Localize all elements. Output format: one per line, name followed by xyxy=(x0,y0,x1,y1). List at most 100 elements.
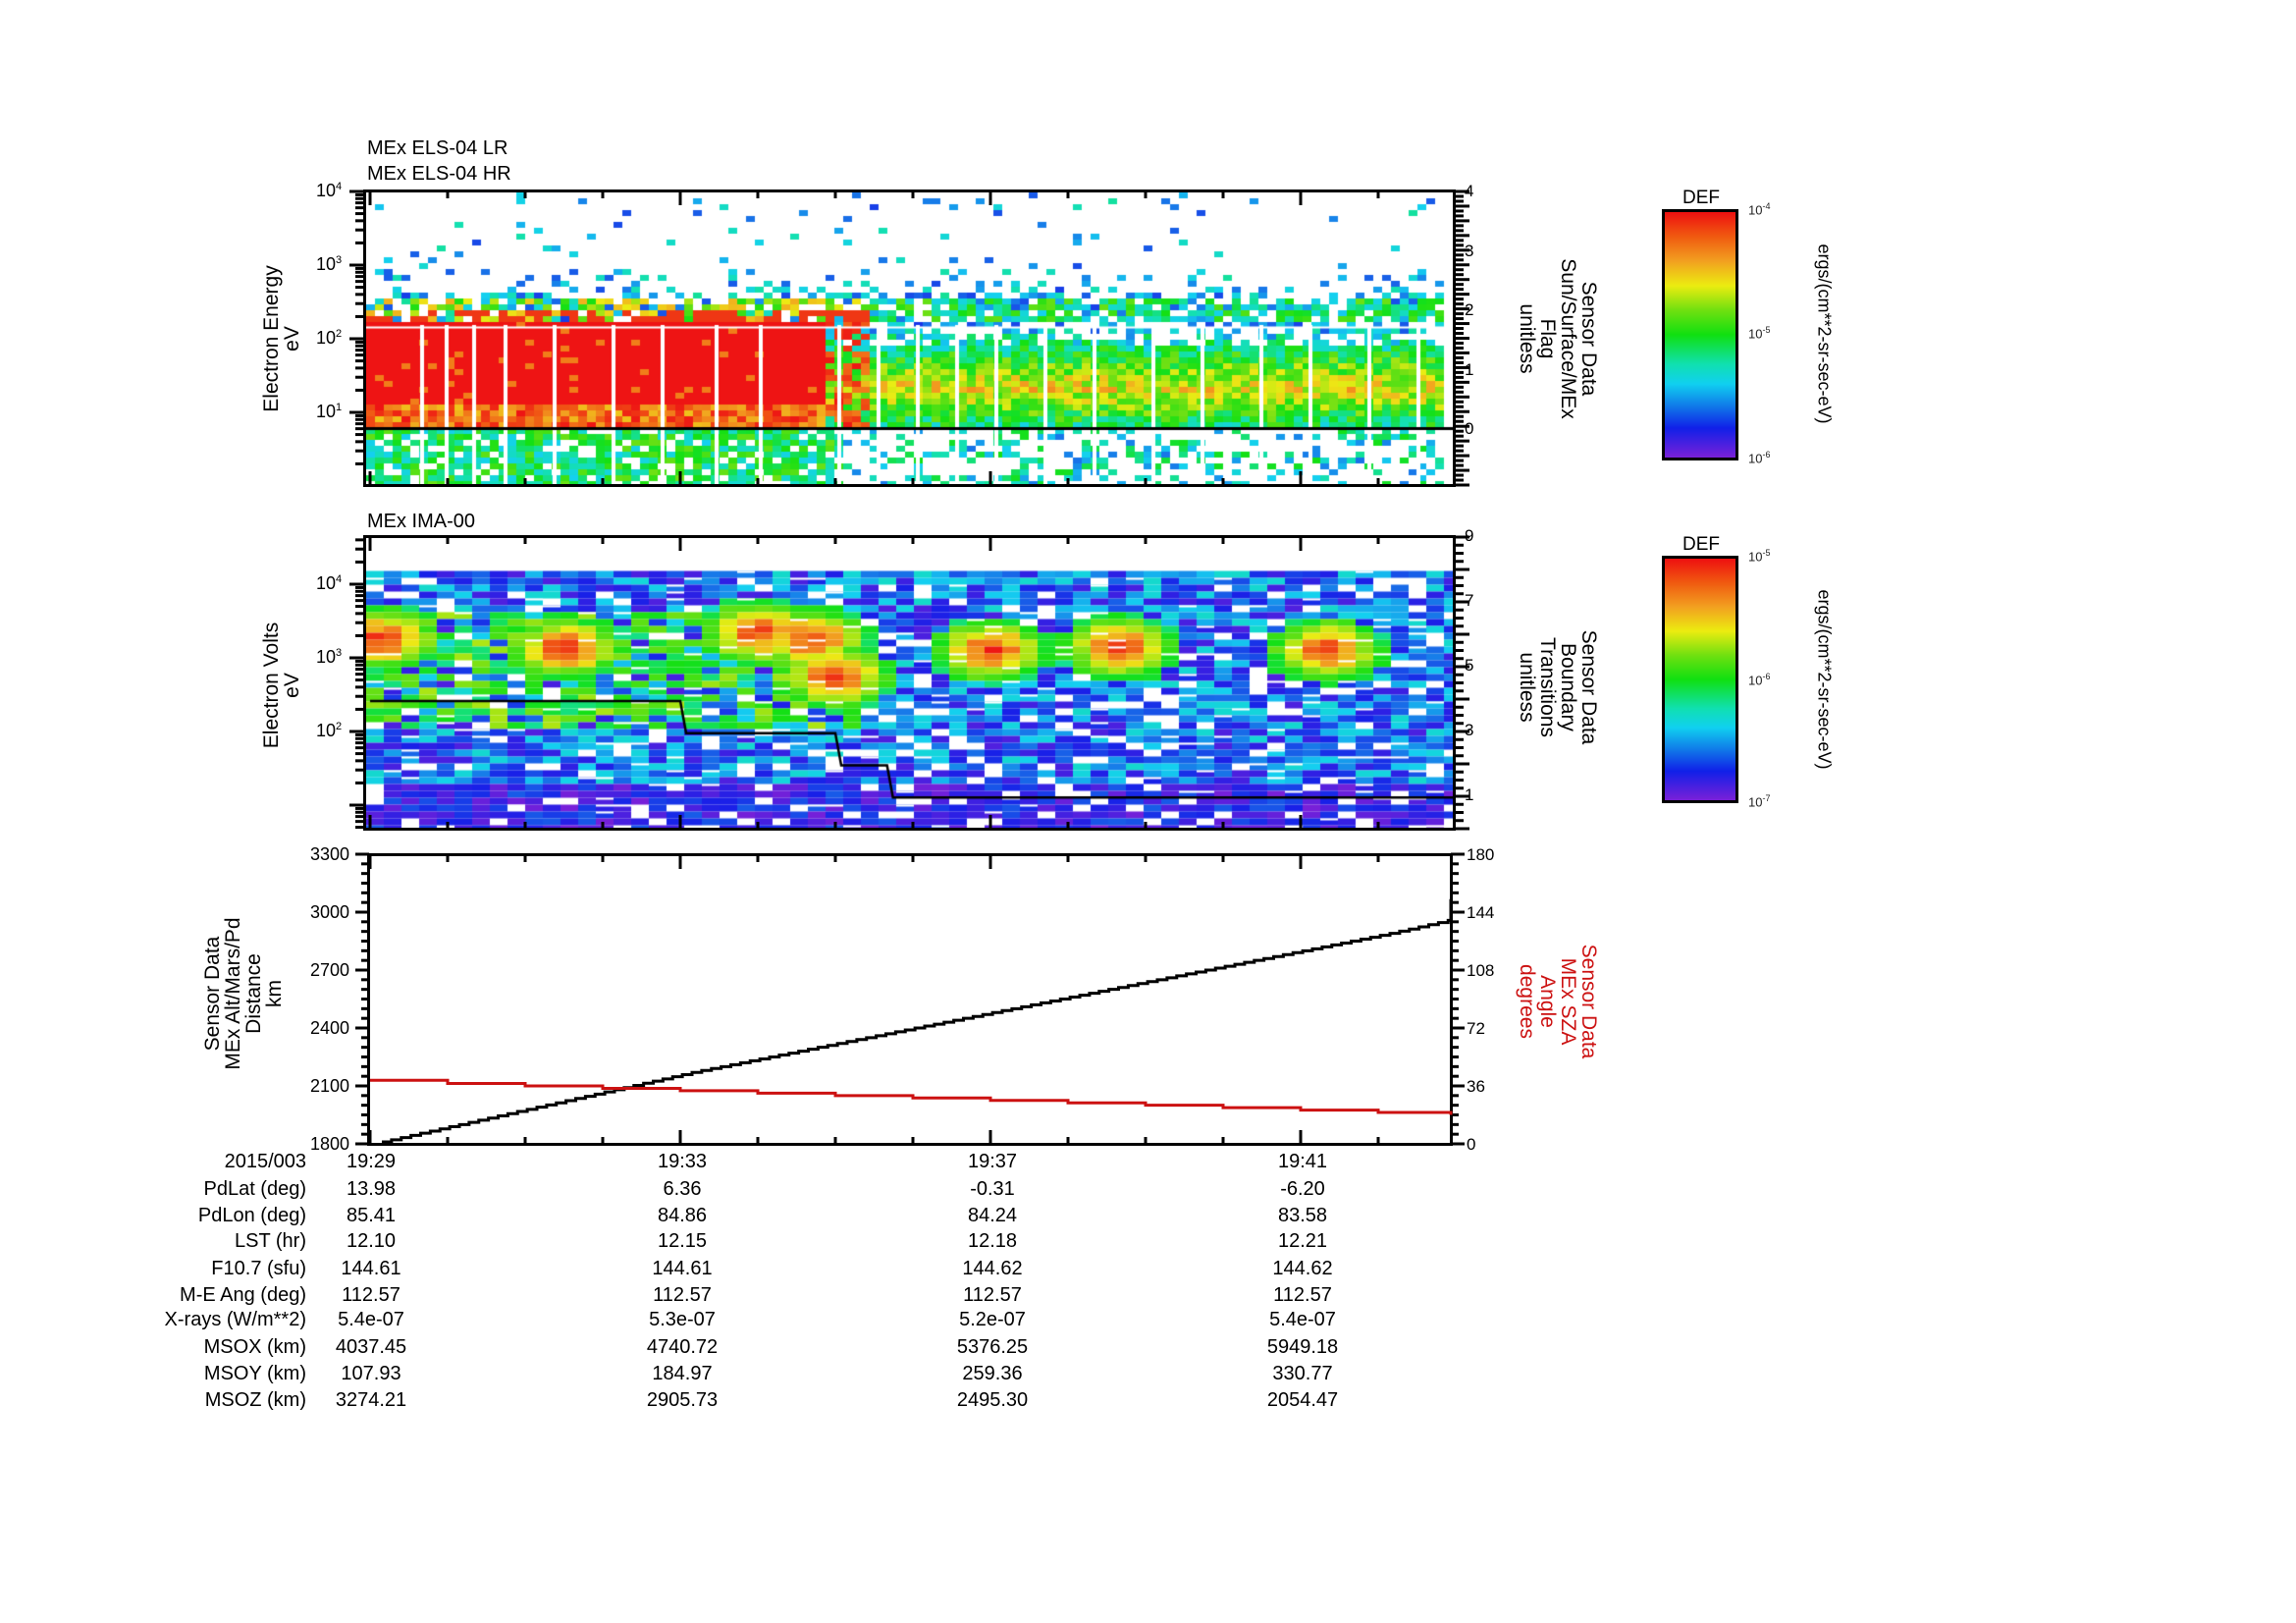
table-time-header: 19:29 xyxy=(346,1151,397,1172)
table-cell: 144.62 xyxy=(962,1258,1023,1279)
table-cell: 5.4e-07 xyxy=(1269,1309,1336,1330)
els-colorbar xyxy=(1662,209,1738,460)
els-flag-tick-label: 1 xyxy=(1465,359,1474,379)
orbit-y-tick-label: 3300 xyxy=(309,844,349,864)
els-spectrogram xyxy=(363,189,1456,487)
ima-boundary-tick-label: 9 xyxy=(1465,526,1474,545)
table-cell: 85.41 xyxy=(346,1205,397,1226)
table-time-header: 19:37 xyxy=(967,1151,1018,1172)
sza-tick-label: 72 xyxy=(1467,1019,1485,1038)
table-row-label: PdLat (deg) xyxy=(203,1178,306,1200)
ima-y-tick-label: 104 xyxy=(316,573,343,593)
els-colorbar-tick-mid: 10-5 xyxy=(1748,325,1771,342)
table-cell: 4740.72 xyxy=(646,1336,719,1358)
table-cell: -0.31 xyxy=(970,1178,1015,1200)
ima-boundary-tick-label: 5 xyxy=(1465,656,1474,675)
sza-tick-label: 36 xyxy=(1467,1077,1485,1096)
table-cell: 6.36 xyxy=(663,1178,702,1200)
table-row-label: MSOZ (km) xyxy=(204,1389,306,1411)
ima-colorbar xyxy=(1662,556,1738,803)
ima-spectrogram xyxy=(363,535,1456,831)
table-row-label: F10.7 (sfu) xyxy=(211,1258,306,1279)
els-colorbar-title: DEF xyxy=(1682,188,1720,208)
els-flag-tick-label: 3 xyxy=(1465,241,1474,260)
ima-title: MEx IMA-00 xyxy=(367,511,476,532)
table-cell: 84.24 xyxy=(967,1205,1018,1226)
els-title-lr: MEx ELS-04 LR xyxy=(367,137,508,159)
ima-boundary-tick-label: 3 xyxy=(1465,721,1474,739)
sza-axis-label: Sensor Data MEx SZA Angle degrees xyxy=(1516,944,1600,1059)
table-cell: -6.20 xyxy=(1280,1178,1325,1200)
table-cell: 12.18 xyxy=(967,1230,1018,1252)
table-cell: 5.4e-07 xyxy=(338,1309,404,1330)
els-flag-tick-label: 4 xyxy=(1465,182,1474,200)
orbit-y-tick-label: 2400 xyxy=(309,1018,349,1038)
orbit-y-tick-label: 2100 xyxy=(309,1076,349,1096)
els-y-tick-label: 103 xyxy=(316,254,343,274)
table-cell: 5.2e-07 xyxy=(959,1309,1026,1330)
table-cell: 144.61 xyxy=(652,1258,713,1279)
table-row-label: MSOY (km) xyxy=(203,1363,306,1384)
table-cell: 107.93 xyxy=(341,1363,401,1384)
table-cell: 2905.73 xyxy=(646,1389,719,1411)
table-row-label: M-E Ang (deg) xyxy=(180,1284,306,1306)
table-row-label: 2015/003 xyxy=(224,1151,306,1172)
table-row-label: LST (hr) xyxy=(235,1230,306,1252)
table-cell: 12.10 xyxy=(346,1230,397,1252)
table-cell: 3274.21 xyxy=(335,1389,407,1411)
table-cell: 5376.25 xyxy=(956,1336,1029,1358)
sza-line xyxy=(370,1078,1453,1115)
table-cell: 12.15 xyxy=(657,1230,708,1252)
ima-heatmap-canvas xyxy=(366,538,1453,828)
table-cell: 112.57 xyxy=(342,1284,400,1306)
ima-y-tick-label: 103 xyxy=(316,647,343,667)
table-cell: 112.57 xyxy=(963,1284,1022,1306)
sza-tick-label: 180 xyxy=(1467,845,1495,864)
els-y-tick-label: 101 xyxy=(316,402,343,421)
table-cell: 2495.30 xyxy=(956,1389,1029,1411)
table-cell: 112.57 xyxy=(653,1284,712,1306)
orbit-y-tick-label: 1800 xyxy=(309,1134,349,1154)
table-cell: 5949.18 xyxy=(1266,1336,1339,1358)
ima-boundary-tick-label: 1 xyxy=(1465,785,1474,804)
ima-boundary-tick-label: 7 xyxy=(1465,591,1474,610)
sza-tick-label: 144 xyxy=(1467,903,1495,922)
ima-colorbar-title: DEF xyxy=(1682,534,1720,555)
ima-y-tick-label: 102 xyxy=(316,721,343,740)
els-colorbar-tick-min: 10-6 xyxy=(1748,450,1771,466)
table-cell: 13.98 xyxy=(346,1178,397,1200)
table-cell: 144.62 xyxy=(1272,1258,1333,1279)
table-row-label: MSOX (km) xyxy=(203,1336,306,1358)
table-time-header: 19:41 xyxy=(1277,1151,1328,1172)
els-y-tick-label: 104 xyxy=(316,181,343,200)
els-flag-tick-label: 0 xyxy=(1465,419,1474,438)
table-cell: 144.61 xyxy=(341,1258,401,1279)
ima-colorbar-tick-max: 10-5 xyxy=(1748,548,1771,565)
sza-tick-label: 0 xyxy=(1467,1135,1476,1154)
table-cell: 184.97 xyxy=(652,1363,713,1384)
table-row-label: PdLon (deg) xyxy=(197,1205,306,1226)
orbit-y-tick-label: 3000 xyxy=(309,902,349,922)
table-time-header: 19:33 xyxy=(657,1151,708,1172)
table-cell: 5.3e-07 xyxy=(649,1309,716,1330)
ima-colorbar-tick-mid: 10-6 xyxy=(1748,672,1771,688)
table-cell: 330.77 xyxy=(1272,1363,1333,1384)
altitude-line xyxy=(382,898,1453,1144)
orbit-y-tick-label: 2700 xyxy=(309,960,349,980)
table-cell: 12.21 xyxy=(1277,1230,1328,1252)
els-title-hr: MEx ELS-04 HR xyxy=(367,163,511,185)
table-cell: 83.58 xyxy=(1277,1205,1328,1226)
table-row-label: X-rays (W/m**2) xyxy=(164,1309,306,1330)
els-y-tick-label: 102 xyxy=(316,328,343,348)
els-colorbar-tick-max: 10-4 xyxy=(1748,201,1771,218)
table-cell: 259.36 xyxy=(962,1363,1023,1384)
ima-colorbar-tick-min: 10-7 xyxy=(1748,793,1771,810)
els-heatmap-canvas xyxy=(366,192,1453,484)
table-cell: 112.57 xyxy=(1273,1284,1332,1306)
sza-tick-label: 108 xyxy=(1467,961,1495,980)
els-flag-tick-label: 2 xyxy=(1465,300,1474,319)
table-cell: 2054.47 xyxy=(1266,1389,1339,1411)
